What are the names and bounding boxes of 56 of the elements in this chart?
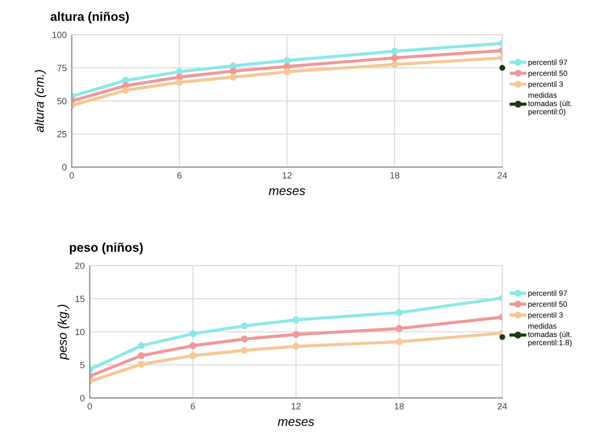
x-tick-label: 24	[498, 172, 508, 178]
point	[240, 346, 248, 354]
x-tick-label: 12	[282, 172, 292, 178]
y-tick-label: 15	[75, 296, 84, 302]
x-axis-title: meses	[268, 188, 306, 196]
y-axis-title: altura (cm.)	[34, 70, 46, 132]
x-tick-label: 18	[394, 403, 404, 410]
x-axis-title: meses	[278, 419, 314, 426]
point	[230, 74, 237, 81]
point	[292, 342, 300, 350]
y-tick-label: 20	[75, 262, 84, 269]
point	[396, 309, 403, 316]
point	[122, 76, 130, 84]
point	[396, 338, 403, 346]
point	[292, 330, 300, 338]
y-tick-label: 100	[52, 32, 67, 38]
point	[391, 48, 398, 55]
point	[176, 74, 183, 81]
x-tick-label: 6	[177, 172, 182, 179]
y-tick-label: 50	[57, 98, 67, 104]
point	[189, 342, 196, 350]
x-tick-label: 0	[88, 403, 92, 410]
line-series	[72, 47, 502, 104]
y-tick-label: 10	[75, 328, 84, 336]
y-tick-label: 0	[62, 164, 67, 170]
point	[138, 352, 145, 360]
point	[499, 64, 506, 71]
x-tick-label: 6	[190, 403, 195, 410]
y-tick-label: 25	[57, 130, 67, 138]
point	[176, 78, 183, 86]
y-tick-label: 75	[57, 64, 67, 72]
point	[189, 352, 196, 360]
point	[284, 63, 291, 70]
x-tick-label: 12	[292, 403, 301, 410]
point	[138, 360, 145, 368]
point	[396, 325, 403, 332]
y-tick-label: 0	[80, 394, 84, 402]
point	[230, 68, 237, 75]
y-axis-title: peso (kg.)	[58, 304, 70, 360]
x-tick-label: 18	[390, 172, 400, 179]
y-tick-label: 5	[80, 362, 84, 368]
chart-title: peso (niños)	[70, 242, 143, 254]
point	[138, 342, 145, 350]
chart-title: altura (niños)	[50, 12, 129, 24]
point	[391, 54, 398, 62]
point	[391, 61, 398, 68]
point	[189, 330, 196, 338]
x-tick-label: 24	[498, 403, 508, 410]
point	[240, 322, 248, 330]
point	[292, 316, 300, 324]
point	[284, 57, 291, 64]
point	[240, 336, 248, 343]
x-tick-label: 0	[70, 172, 74, 179]
point	[122, 86, 130, 94]
point	[284, 68, 291, 76]
point	[499, 334, 506, 340]
